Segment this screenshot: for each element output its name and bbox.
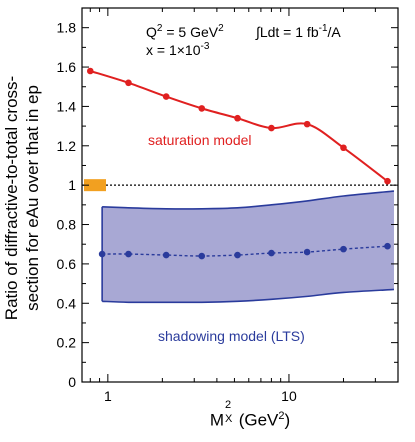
q2-annotation: Q2 = 5 GeV2 xyxy=(146,23,224,40)
x-tick-label-0: 1 xyxy=(104,388,112,404)
data-point-shadowing-0 xyxy=(98,250,106,258)
y-axis-label-line-2: section for eAu over that in ep xyxy=(23,85,42,311)
y-tick-label-6: 1.2 xyxy=(57,138,77,154)
y-tick-label-4: 0.8 xyxy=(57,217,77,233)
data-point-saturation-7 xyxy=(340,144,347,152)
shadowing-band-upper-edge xyxy=(102,190,395,210)
data-point-shadowing-7 xyxy=(340,245,347,253)
y-tick-label-8: 1.6 xyxy=(57,59,77,75)
y-tick-label-7: 1.4 xyxy=(57,98,77,114)
data-point-shadowing-8 xyxy=(384,242,391,250)
data-point-shadowing-4 xyxy=(234,251,241,259)
shadowing-band xyxy=(102,191,394,303)
data-point-shadowing-1 xyxy=(125,250,132,258)
data-point-saturation-5 xyxy=(268,124,275,132)
data-point-saturation-4 xyxy=(234,114,241,122)
series-layer xyxy=(86,67,391,260)
data-point-saturation-2 xyxy=(162,93,170,100)
axes-layer: 0 0.2 0.4 0.6 0.8 1 1.2 1.4 1.6 1.8 1 10 xyxy=(57,7,399,404)
data-point-shadowing-5 xyxy=(268,249,275,257)
series-label-saturation: saturation model xyxy=(148,132,252,148)
y-tick-label-3: 0.6 xyxy=(57,256,77,272)
ep-reference-box xyxy=(84,179,106,192)
series-line-saturation xyxy=(89,70,389,183)
data-point-shadowing-2 xyxy=(162,251,170,259)
data-point-saturation-8 xyxy=(384,177,391,185)
annotation-layer: Q2 = 5 GeV2 x = 1×10-3 ∫Ldt = 1 fb-1/A s… xyxy=(146,23,341,344)
data-point-shadowing-3 xyxy=(198,252,206,260)
data-point-saturation-6 xyxy=(303,120,311,128)
shadowing-band-layer xyxy=(101,190,395,304)
data-point-shadowing-6 xyxy=(303,248,311,256)
luminosity-annotation: ∫Ldt = 1 fb-1/A xyxy=(255,23,341,40)
y-axis-label-line-1: Ratio of diffractive-to-total cross- xyxy=(2,75,21,321)
x-annotation: x = 1×10-3 xyxy=(146,41,210,58)
plot-frame xyxy=(81,7,399,383)
y-tick-label-5: 1 xyxy=(68,177,76,193)
y-tick-label-1: 0.2 xyxy=(57,335,77,351)
x-tick-label-1: 10 xyxy=(281,388,297,404)
reference-layer xyxy=(82,179,398,192)
series-label-shadowing: shadowing model (LTS) xyxy=(158,328,305,344)
y-axis-label: Ratio of diffractive-to-total cross- sec… xyxy=(2,8,42,388)
data-point-saturation-3 xyxy=(198,105,206,112)
y-tick-label-9: 1.8 xyxy=(57,20,77,36)
shadowing-band-lower-edge xyxy=(102,288,395,304)
data-point-saturation-0 xyxy=(86,67,94,75)
y-tick-label-0: 0 xyxy=(68,374,76,390)
data-point-saturation-1 xyxy=(125,79,132,87)
y-tick-label-2: 0.4 xyxy=(57,295,77,311)
